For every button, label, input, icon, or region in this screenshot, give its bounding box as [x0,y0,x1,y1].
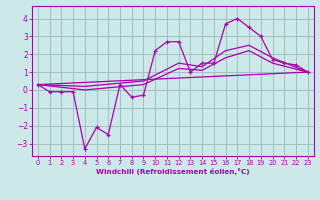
X-axis label: Windchill (Refroidissement éolien,°C): Windchill (Refroidissement éolien,°C) [96,168,250,175]
